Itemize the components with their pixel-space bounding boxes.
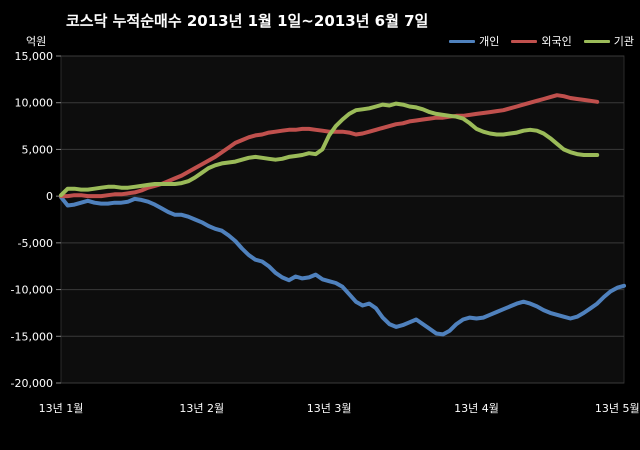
y-tick-label: -20,000: [11, 377, 53, 390]
y-tick-label: -10,000: [11, 284, 53, 297]
series-line-foreign: [59, 93, 600, 199]
plot-area: [60, 55, 625, 384]
legend-swatch-individual: [449, 39, 476, 43]
x-tick-label: 13년 1월: [39, 402, 84, 415]
y-axis-unit-label: 억원: [26, 35, 47, 48]
chart-title: 코스닥 누적순매수 2013년 1월 1일~2013년 6월 7일: [66, 12, 429, 30]
y-tick-label: -5,000: [18, 237, 53, 250]
y-tick-label: 0: [46, 190, 53, 203]
y-tick-label: 15,000: [15, 50, 54, 63]
x-tick-label: 13년 5월: [595, 402, 640, 415]
x-tick-label: 13년 4월: [454, 402, 499, 415]
x-tick-label: 13년 3월: [307, 402, 352, 415]
series-line-institution: [59, 101, 600, 198]
legend-label-individual: 개인: [479, 35, 500, 48]
legend-item-foreign: 외국인: [511, 33, 572, 49]
legend-item-institution: 기관: [583, 33, 634, 49]
legend: 개인 외국인 기관: [449, 33, 634, 49]
legend-item-individual: 개인: [449, 33, 499, 49]
legend-label-institution: 기관: [613, 35, 634, 48]
legend-swatch-institution: [583, 39, 610, 43]
legend-swatch-foreign: [511, 39, 538, 43]
x-tick-label: 13년 2월: [179, 402, 224, 415]
y-tick-label: 5,000: [22, 143, 54, 156]
y-tick-label: -15,000: [11, 330, 53, 343]
y-tick-label: 10,000: [15, 97, 54, 110]
legend-label-foreign: 외국인: [541, 35, 572, 48]
series-line-individual: [59, 195, 626, 337]
